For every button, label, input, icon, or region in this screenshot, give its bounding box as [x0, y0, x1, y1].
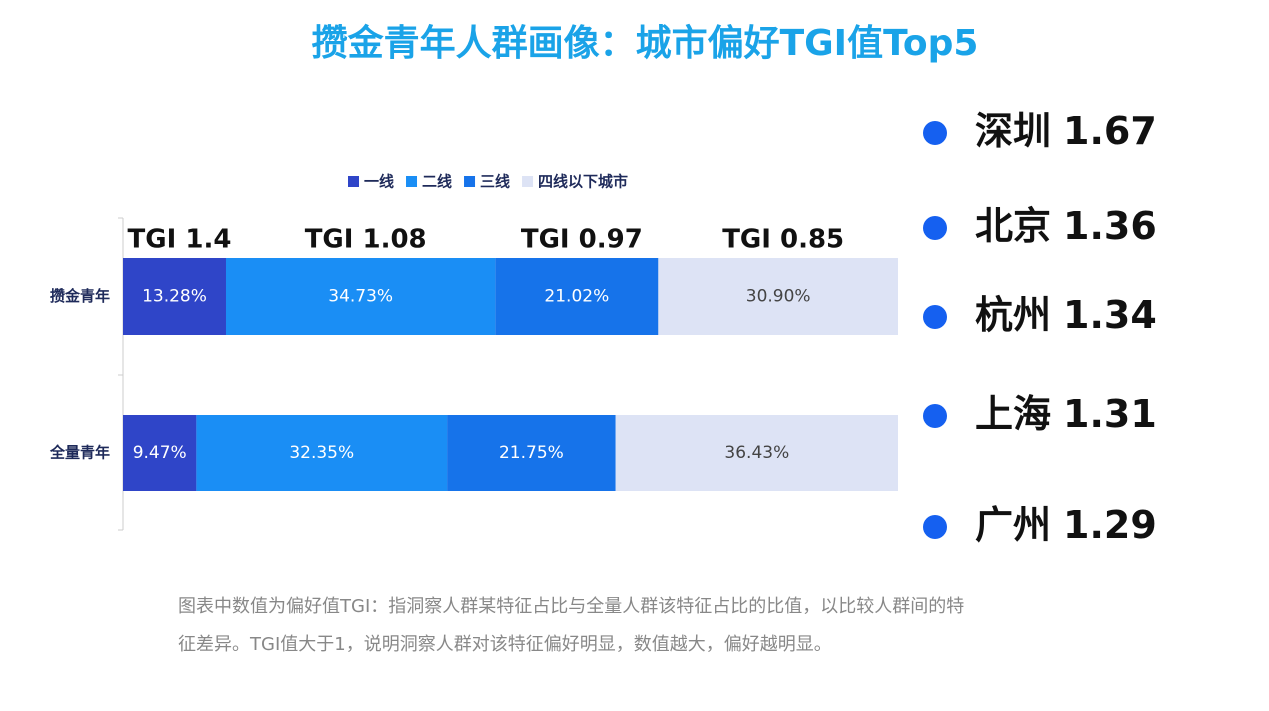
ranking-item: 上海 1.31	[975, 392, 1157, 436]
legend-label: 四线以下城市	[538, 173, 628, 191]
bar-segment	[447, 415, 616, 491]
value-label: 21.02%	[544, 287, 609, 307]
tgi-value: 1.31	[1063, 392, 1157, 436]
bar-segment	[196, 415, 448, 491]
bar-segment	[225, 258, 496, 335]
bar-segment	[123, 258, 226, 335]
legend-swatch	[348, 176, 359, 187]
bullet	[923, 404, 947, 428]
category-label: 全量青年	[49, 444, 110, 462]
bullet	[923, 216, 947, 240]
bar-segment	[495, 258, 659, 335]
value-label: 30.90%	[746, 287, 811, 307]
tgi-annotation: TGI 1.08	[305, 225, 427, 255]
value-label: 13.28%	[142, 287, 207, 307]
ranking-item: 杭州 1.34	[975, 293, 1157, 337]
value-label: 34.73%	[328, 287, 393, 307]
bullet	[923, 121, 947, 145]
bar-segment	[615, 415, 898, 491]
bar-segment	[658, 258, 898, 335]
legend-label: 二线	[422, 173, 452, 191]
city-name: 深圳	[975, 109, 1051, 153]
legend-swatch	[522, 176, 534, 187]
tgi-annotation: TGI 0.85	[722, 225, 844, 255]
footnote: 图表中数值为偏好值TGI：指洞察人群某特征占比与全量人群该特征占比的比值，以比较…	[178, 596, 964, 617]
value-label: 21.75%	[499, 443, 564, 463]
value-label: 36.43%	[724, 443, 789, 463]
ranking-item: 深圳 1.67	[975, 109, 1157, 153]
legend-swatch	[464, 176, 476, 187]
tgi-value: 1.29	[1063, 503, 1157, 547]
city-name: 上海	[975, 392, 1051, 436]
ranking-item: 广州 1.29	[975, 503, 1157, 547]
city-name: 杭州	[975, 293, 1051, 337]
bar-segment	[123, 415, 197, 491]
value-label: 32.35%	[289, 443, 354, 463]
tgi-value: 1.67	[1063, 109, 1157, 153]
bullet	[923, 515, 947, 539]
tgi-annotation: TGI 1.4	[128, 225, 232, 255]
ranking-item: 北京 1.36	[975, 204, 1157, 248]
tgi-value: 1.36	[1063, 204, 1157, 248]
value-label: 9.47%	[133, 443, 187, 463]
tgi-value: 1.34	[1063, 293, 1157, 337]
legend-swatch	[406, 176, 418, 187]
tgi-annotation: TGI 0.97	[521, 225, 643, 255]
legend-label: 一线	[364, 173, 394, 191]
title: 攒金青年人群画像：城市偏好TGI值Top5	[312, 22, 979, 64]
city-name: 北京	[975, 204, 1051, 248]
city-name: 广州	[975, 503, 1051, 547]
legend-label: 三线	[480, 173, 510, 191]
bullet	[923, 305, 947, 329]
footnote: 征差异。TGI值大于1，说明洞察人群对该特征偏好明显，数值越大，偏好越明显。	[178, 634, 832, 655]
category-label: 攒金青年	[50, 287, 110, 305]
